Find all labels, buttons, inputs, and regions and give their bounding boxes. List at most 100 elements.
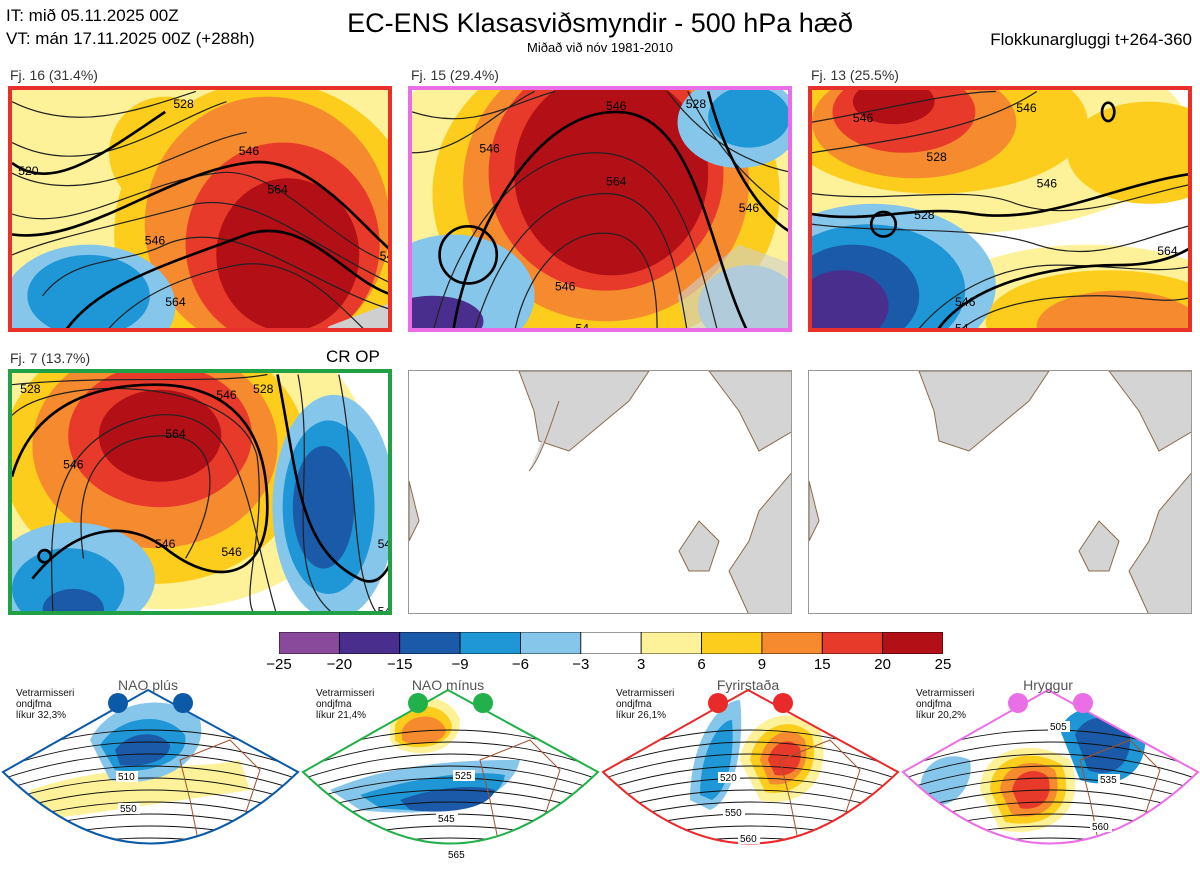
- colorbar-tick-5: −3: [572, 656, 590, 673]
- regime-0-contour-line-0: [3, 729, 298, 766]
- regime-0-anomaly-0: [30, 760, 250, 820]
- regime-3-anomaly-2: [1075, 717, 1131, 773]
- regime-3-contour-label-bg-0: [1048, 721, 1070, 732]
- p3-contour-6: 546: [955, 295, 976, 309]
- regime-2-note-line-1: ondjfma: [616, 699, 652, 710]
- regime-3-contour-line-8: [903, 825, 1198, 844]
- regime-2-contour-line-4: [603, 777, 898, 810]
- p1-contour-2: 546: [239, 144, 260, 158]
- regime-2-note-line-2: líkur 26,1%: [616, 710, 667, 721]
- colorbar-swatch-2: [399, 631, 461, 655]
- p4-contour-7: 546: [378, 537, 392, 551]
- regime-1-contour-label-0: 525: [455, 771, 472, 782]
- regime-2-note: Vetrarmisseri ondjfma líkur 26,1%: [616, 688, 674, 721]
- regime-1-contour-label-bg-2: [446, 849, 468, 860]
- regime-2-coastline: [779, 739, 861, 844]
- colorbar-swatch-3: [459, 631, 521, 655]
- regime-0-anomaly-1: [90, 702, 202, 782]
- regime-0-contour-label-1: 550: [120, 804, 137, 815]
- regime-1-anomaly-3: [330, 760, 520, 813]
- regime-0-contour-line-2: [3, 753, 298, 788]
- regime-2-contour-label-bg-0: [718, 772, 740, 783]
- regime-0-contour-line-8: [3, 825, 298, 844]
- regime-2-contour-label-0: 520: [720, 773, 737, 784]
- p4-contour-1: 546: [63, 457, 84, 471]
- regime-3-anomaly-1: [1060, 707, 1146, 784]
- p1-contour-3: 564: [267, 183, 288, 197]
- regime-3-contour-label-1: 535: [1100, 775, 1117, 786]
- regime-3-anomaly-7: [1010, 850, 1045, 861]
- regime-0-contour-line-7: [3, 813, 298, 843]
- cr-op-tag: CR OP: [326, 347, 380, 366]
- p4-contour-4: 546: [216, 388, 237, 402]
- p2-contour-6: 54: [575, 321, 589, 332]
- regime-1-contour-line-3: [303, 765, 598, 799]
- regime-0-marker-1: [173, 693, 193, 713]
- p4-contour-0: 528: [20, 382, 41, 396]
- regime-2-contour-label-1: 550: [725, 808, 742, 819]
- regime-3-contour-label-bg-2: [1090, 821, 1112, 832]
- regime-1-anomaly-5: [400, 787, 495, 812]
- regime-2-anomaly-4: [760, 731, 807, 785]
- colorbar-tick-3: −9: [451, 656, 469, 673]
- p2-contour-4: 546: [739, 201, 760, 215]
- regime-1-note-line-2: líkur 21,4%: [316, 710, 367, 721]
- regime-2-contour-line-0: [603, 729, 898, 766]
- regime-0-anomaly-2: [100, 718, 186, 771]
- regime-0-contour-label-0: 510: [118, 772, 135, 783]
- cluster-panel-2: 546 528 546 564 546 546 54: [408, 86, 792, 332]
- empty-map-panel-1: [408, 370, 792, 614]
- colorbar-swatch-8: [761, 631, 823, 655]
- regime-1-anomaly-1: [395, 706, 452, 748]
- regime-0-contour-label-bg-1: [118, 803, 140, 814]
- colorbar-tick-7: 6: [697, 656, 706, 673]
- colorbar-swatch-7: [701, 631, 763, 655]
- p1-contour-6: 546: [380, 249, 392, 263]
- regime-2-anomaly-2: [740, 715, 824, 802]
- panel-label-2: Fj. 15 (29.4%): [411, 67, 499, 83]
- regime-2-contour-line-3: [603, 765, 898, 799]
- p2-contour-1: 528: [686, 97, 707, 111]
- regime-0-marker-0: [108, 693, 128, 713]
- regime-2-note-line-0: Vetrarmisseri: [616, 688, 675, 699]
- regime-2-title: Fyrirstaða: [716, 677, 780, 693]
- regime-1-contour-line-1: [303, 741, 598, 777]
- regime-3-marker-0: [1008, 693, 1028, 713]
- valid-time: VT: mán 17.11.2025 00Z (+288h): [6, 29, 255, 48]
- colorbar: [278, 631, 944, 655]
- regime-0-anomaly-3: [115, 734, 170, 766]
- regime-3-note-line-0: Vetrarmisseri: [916, 688, 975, 699]
- colorbar-tick-8: 9: [757, 656, 767, 673]
- regime-0-contour-line-5: [3, 789, 298, 821]
- page-title: EC-ENS Klasasviðsmyndir - 500 hPa hæð: [347, 8, 853, 38]
- regime-1-anomaly-4: [360, 773, 505, 811]
- classification-window: Flokkunargluggi t+264-360: [990, 30, 1192, 49]
- regime-3-contour-line-3: [903, 765, 1198, 799]
- regime-1-contour-line-8: [303, 825, 598, 844]
- regime-3-anomaly-4: [990, 755, 1067, 824]
- regime-1-marker-1: [473, 693, 493, 713]
- regime-3-contour-label-0: 505: [1050, 722, 1067, 733]
- regime-2-contour-line-9: [603, 837, 898, 844]
- regime-3-contour-line-2: [903, 753, 1198, 788]
- regime-2-contour-line-6: [603, 801, 898, 832]
- p3-contour-5: 564: [1157, 244, 1178, 258]
- regime-3-contour-label-bg-1: [1098, 774, 1120, 785]
- regime-0-contour-line-9: [3, 837, 298, 844]
- colorbar-tick-1: −20: [326, 656, 353, 673]
- regime-0-note-line-2: líkur 32,3%: [16, 710, 67, 721]
- regime-3-contour-label-2: 560: [1092, 822, 1109, 833]
- regime-0-contour-line-1: [3, 741, 298, 777]
- p4-contour-3: 528: [253, 382, 274, 396]
- regime-0-title: NAO plús: [118, 677, 178, 693]
- page-subtitle: Miðað við nóv 1981-2010: [527, 40, 673, 55]
- p3-contour-3: 528: [914, 208, 935, 222]
- regime-2-anomaly-1: [700, 720, 733, 800]
- panel-label-3: Fj. 13 (25.5%): [811, 67, 899, 83]
- p1-contour-4: 546: [145, 234, 166, 248]
- regime-2-contour-label-2: 560: [740, 834, 757, 845]
- regime-2-contour-line-5: [603, 789, 898, 821]
- regime-0-contour-line-4: [3, 777, 298, 810]
- p4-contour-6: 546: [221, 545, 242, 559]
- regime-1-note: Vetrarmisseri ondjfma líkur 21,4%: [316, 688, 374, 721]
